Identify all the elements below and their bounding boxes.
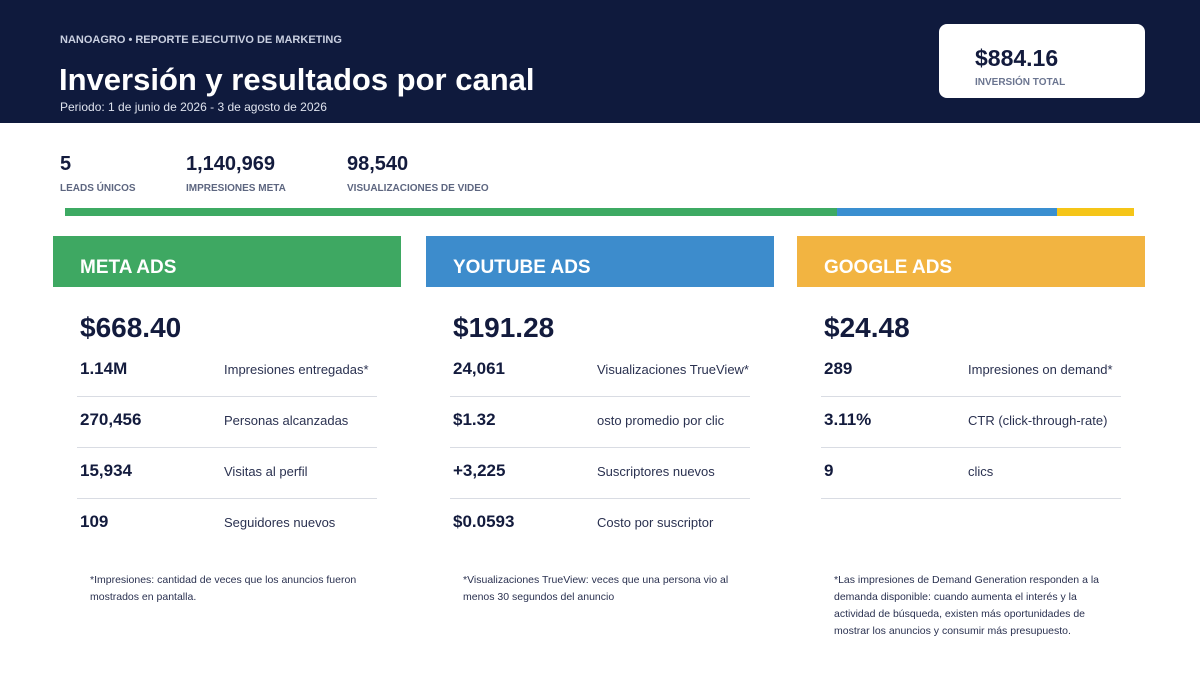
metric-value: 3.11% — [824, 410, 872, 429]
kpi-label: LEADS ÚNICOS — [60, 183, 136, 194]
metric-value: 1.14M — [80, 359, 128, 378]
channel-note: *Las impresiones de Demand Generation re… — [834, 574, 1099, 637]
metric-label: Impresiones on demand* — [968, 362, 1113, 377]
separator — [821, 498, 1121, 499]
metric-label: clics — [968, 464, 994, 479]
metric-value: 9 — [824, 461, 834, 480]
kpi-value: 1,140,969 — [186, 153, 275, 175]
kpi-value: 98,540 — [347, 153, 409, 175]
metric-value: $0.0593 — [453, 512, 515, 531]
metric-label: Costo por suscriptor — [597, 515, 714, 530]
kpi-label: IMPRESIONES META — [186, 183, 286, 194]
separator — [77, 447, 377, 448]
metric-value: 15,934 — [80, 461, 132, 480]
separator — [77, 498, 377, 499]
metric-value: 289 — [824, 359, 853, 378]
bar-segment — [837, 208, 1057, 216]
channel-name: YOUTUBE ADS — [453, 257, 591, 278]
period: Periodo: 1 de junio de 2026 - 3 de agost… — [60, 100, 327, 114]
bar-segment — [65, 208, 837, 216]
separator — [450, 447, 750, 448]
channel-spend: $668.40 — [80, 312, 182, 343]
channel-name: GOOGLE ADS — [824, 257, 953, 278]
metric-value: $1.32 — [453, 410, 496, 429]
metric-value: 109 — [80, 512, 109, 531]
metric-label: Suscriptores nuevos — [597, 464, 715, 479]
total-value: $884.16 — [975, 45, 1059, 71]
total-label: INVERSIÓN TOTAL — [975, 77, 1066, 88]
channel-spend: $191.28 — [453, 312, 555, 343]
metric-label: osto promedio por clic — [597, 413, 725, 428]
metric-value: 270,456 — [80, 410, 142, 429]
separator — [821, 396, 1121, 397]
separator — [450, 396, 750, 397]
metric-value: 24,061 — [453, 359, 505, 378]
brand: NANOAGRO • REPORTE EJECUTIVO DE MARKETIN… — [60, 34, 342, 46]
separator — [77, 396, 377, 397]
channel-header — [426, 236, 774, 287]
channel-spend: $24.48 — [824, 312, 910, 343]
channel-header — [53, 236, 401, 287]
metric-label: CTR (click-through-rate) — [968, 413, 1108, 428]
channel-name: META ADS — [80, 257, 177, 278]
channel-header — [797, 236, 1145, 287]
metric-label: Impresiones entregadas* — [224, 362, 369, 377]
metric-label: Visitas al perfil — [224, 464, 308, 479]
metric-value: +3,225 — [453, 461, 506, 480]
separator — [821, 447, 1121, 448]
metric-label: Personas alcanzadas — [224, 413, 349, 428]
kpi-value: 5 — [60, 153, 72, 175]
metric-label: Seguidores nuevos — [224, 515, 336, 530]
kpi-label: VISUALIZACIONES DE VIDEO — [347, 183, 489, 194]
bar-segment — [1057, 208, 1134, 216]
metric-label: Visualizaciones TrueView* — [597, 362, 749, 377]
channel-note: *Impresiones: cantidad de veces que los … — [90, 574, 357, 603]
separator — [450, 498, 750, 499]
channel-note: *Visualizaciones TrueView: veces que una… — [463, 574, 729, 603]
title: Inversión y resultados por canal — [59, 62, 535, 97]
total-box — [939, 24, 1145, 98]
